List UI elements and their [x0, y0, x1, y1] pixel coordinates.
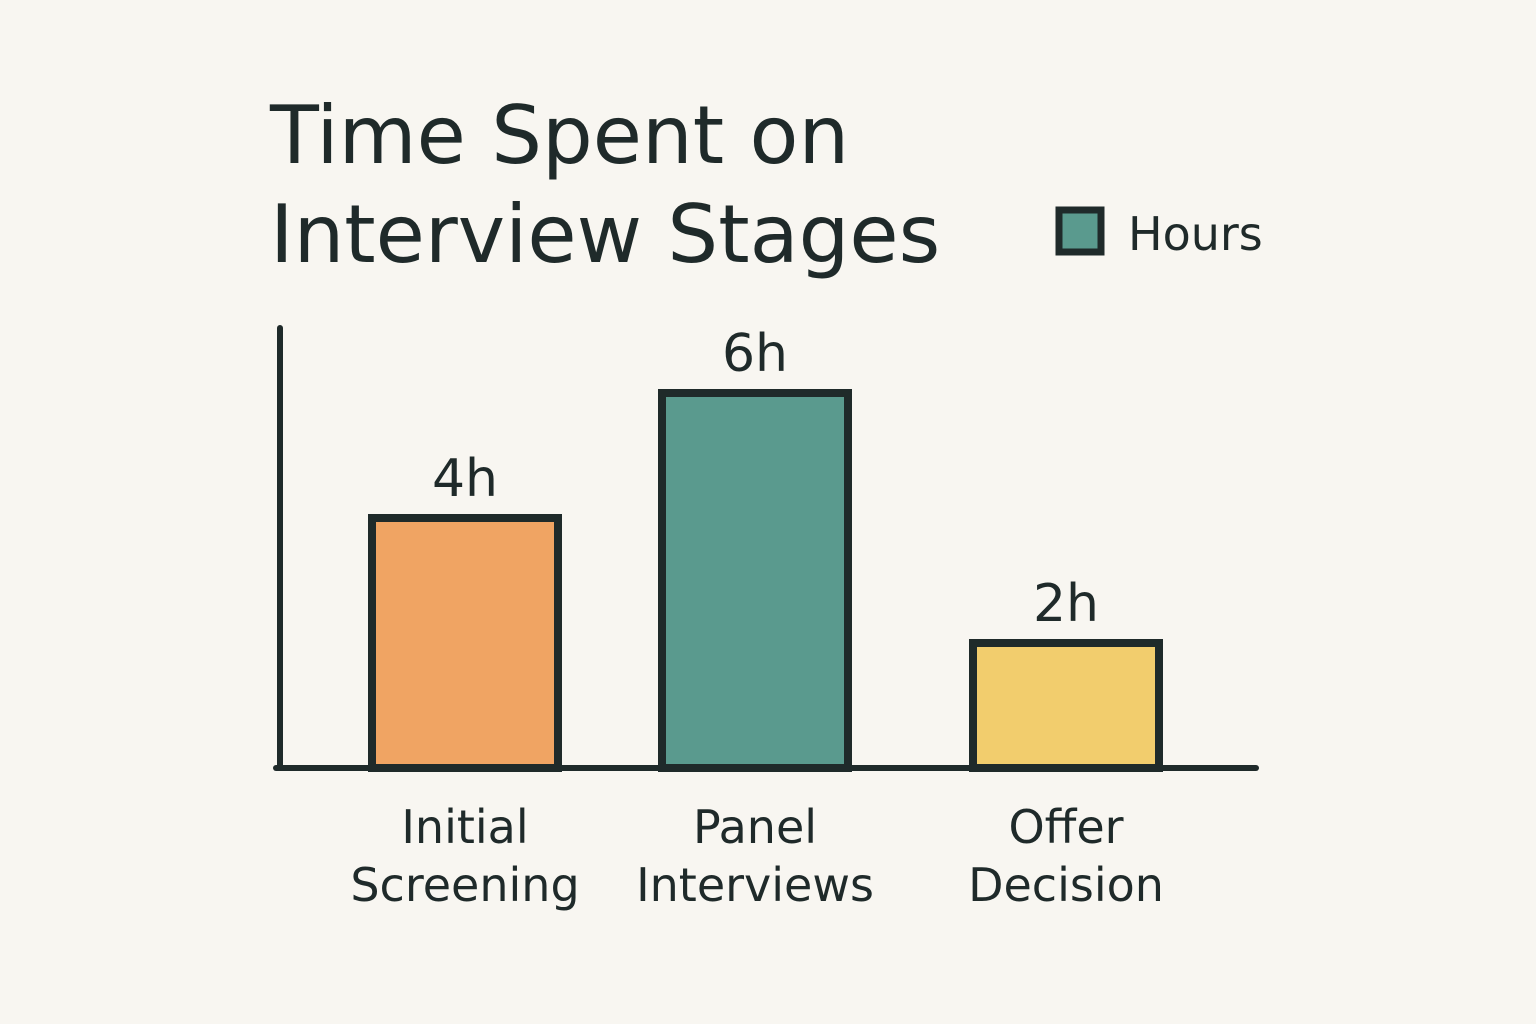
category-label-0-line-0: Initial: [401, 800, 528, 854]
category-label-1-line-1: Interviews: [636, 858, 874, 912]
bars-layer: [368, 389, 1163, 772]
legend-swatch: [1055, 206, 1105, 256]
data-label-1: 6h: [722, 324, 788, 384]
category-label-2-line-1: Decision: [968, 858, 1164, 912]
bar-1: [658, 389, 852, 772]
data-label-2: 2h: [1033, 574, 1099, 634]
category-label-1-line-0: Panel: [693, 800, 817, 854]
legend: Hours: [1055, 206, 1263, 261]
data-labels-layer: 4h 6h 2h: [432, 324, 1099, 634]
data-label-0: 4h: [432, 449, 498, 509]
category-label-2-line-0: Offer: [1008, 800, 1123, 854]
legend-label: Hours: [1128, 207, 1263, 261]
chart-title-line-2: Interview Stages: [270, 188, 940, 281]
bar-0: [368, 514, 562, 772]
bar-2: [969, 639, 1163, 772]
chart-title-line-1: Time Spent on: [269, 89, 849, 182]
category-label-0-line-1: Screening: [350, 858, 579, 912]
